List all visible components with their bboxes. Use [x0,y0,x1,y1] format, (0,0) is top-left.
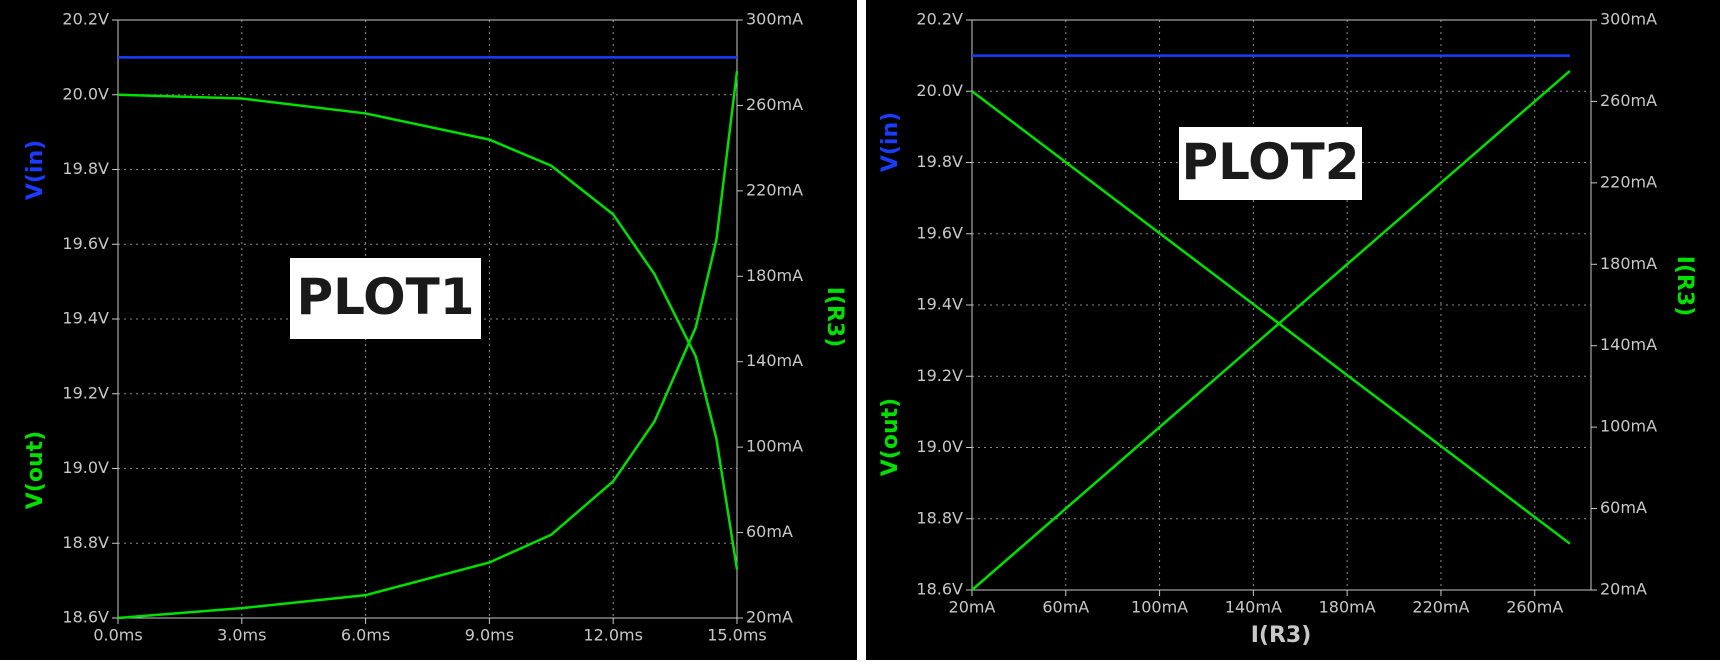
x-tick-label: 9.0ms [465,626,514,645]
y2-tick-label: 300mA [1600,10,1657,29]
y-tick-label: 20.2V [62,10,109,29]
x-tick-label: 180mA [1319,598,1376,617]
y-tick-label: 19.4V [916,295,963,314]
y-tick-label: 19.0V [916,437,963,456]
y-tick-label: 18.6V [916,580,963,599]
y-tick-label: 19.8V [916,152,963,171]
plot-frame [971,19,1592,591]
x-tick-label: 12.0ms [583,626,643,645]
y-tick-label: 18.8V [62,533,109,552]
y-tick-label: 19.2V [916,366,963,385]
y2-tick-label: 20mA [1600,580,1647,599]
y2-tick-label: 60mA [746,522,793,541]
y-tick-label: 19.6V [62,234,109,253]
plot-pane [866,0,1720,660]
y-tick-label: 20.2V [916,10,963,29]
y-tick-label: 19.6V [916,223,963,242]
y2-tick-label: 140mA [1600,335,1657,354]
y-tick-label: 20.0V [62,84,109,103]
x-axis-label: I(R3) [1251,623,1312,648]
annotation-box [1179,127,1362,200]
series-line [971,69,1571,591]
x-tick-label: 6.0ms [341,626,390,645]
x-tick-label: 15.0ms [707,626,767,645]
y2-tick-label: 300mA [746,10,803,29]
y-tick-label: 19.2V [62,383,109,402]
x-tick-label: 60mA [1042,598,1089,617]
y2-tick-label: 20mA [746,608,793,627]
annotation: PLOT1 [296,268,474,326]
y2-tick-label: 60mA [1600,498,1647,517]
series-line [117,71,739,620]
y-tick-label: 18.8V [916,508,963,527]
annotation-box [290,258,481,339]
y2-tick-label: 260mA [746,95,803,114]
x-tick-label: 220mA [1412,598,1469,617]
y-tick-label: 20.0V [916,81,963,100]
y2-tick-label: 100mA [746,437,803,456]
x-tick-label: 260mA [1506,598,1563,617]
x-tick-label: 100mA [1131,598,1188,617]
y2-axis-label: I(R3) [822,287,847,348]
x-tick-label: 0.0ms [93,626,142,645]
annotation: PLOT2 [1181,133,1359,191]
y2-tick-label: 220mA [1600,172,1657,191]
y-tick-label: 18.6V [62,608,109,627]
x-tick-label: 140mA [1225,598,1282,617]
series-line [971,90,1571,545]
y2-tick-label: 180mA [1600,254,1657,273]
x-tick-label: 3.0ms [217,626,266,645]
plot-frame [117,19,738,619]
y2-tick-label: 140mA [746,351,803,370]
y-tick-label: 19.0V [62,458,109,477]
x-tick-label: 20mA [949,598,996,617]
y-axis-label: V(out) [23,431,48,509]
y2-tick-label: 220mA [746,180,803,199]
series-line [117,93,739,570]
y2-tick-label: 180mA [746,266,803,285]
y2-tick-label: 260mA [1600,91,1657,110]
y-axis-label: V(out) [878,398,903,476]
y2-tick-label: 100mA [1600,417,1657,436]
y-axis-label: V(in) [878,112,903,172]
y-axis-label: V(in) [23,140,48,200]
y-tick-label: 19.4V [62,309,109,328]
y-tick-label: 19.8V [62,159,109,178]
y2-axis-label: I(R3) [1672,256,1697,317]
